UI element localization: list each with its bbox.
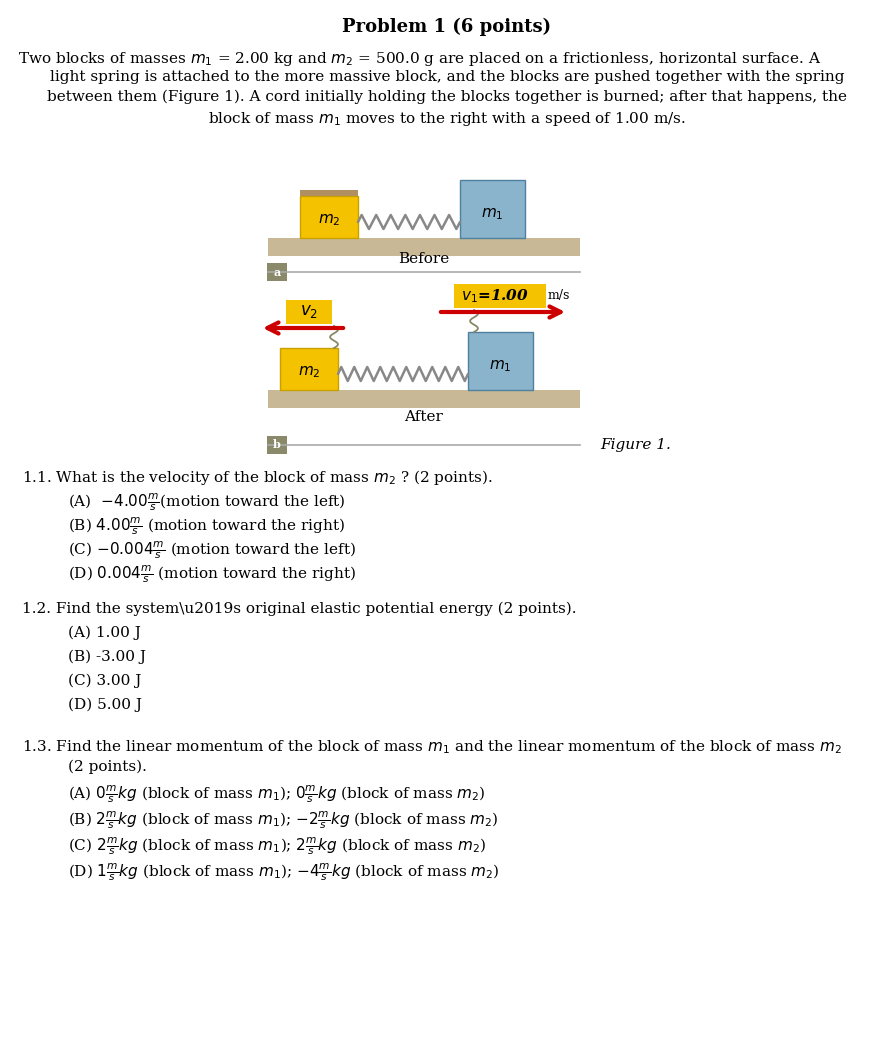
Text: b: b (273, 440, 281, 450)
FancyBboxPatch shape (286, 300, 332, 324)
Text: $v_2$: $v_2$ (300, 303, 318, 320)
FancyBboxPatch shape (267, 263, 287, 281)
Text: (A)  $-4.00\frac{m}{s}$(motion toward the left): (A) $-4.00\frac{m}{s}$(motion toward the… (68, 492, 346, 513)
FancyBboxPatch shape (300, 196, 358, 238)
Text: (D) $0.004\frac{m}{s}$ (motion toward the right): (D) $0.004\frac{m}{s}$ (motion toward th… (68, 564, 356, 585)
Text: Figure 1.: Figure 1. (600, 438, 670, 452)
Text: $m_2$: $m_2$ (298, 365, 320, 379)
Text: $v_1$=1.00: $v_1$=1.00 (461, 287, 529, 305)
Text: between them (Figure 1). A cord initially holding the blocks together is burned;: between them (Figure 1). A cord initiall… (47, 90, 847, 104)
FancyBboxPatch shape (280, 348, 338, 390)
Text: light spring is attached to the more massive block, and the blocks are pushed to: light spring is attached to the more mas… (50, 70, 844, 84)
Text: Two blocks of masses $m_1$ = 2.00 kg and $m_2$ = 500.0 g are placed on a frictio: Two blocks of masses $m_1$ = 2.00 kg and… (18, 50, 822, 68)
FancyBboxPatch shape (454, 284, 546, 308)
Text: Before: Before (399, 252, 450, 266)
Text: 1.2. Find the system\u2019s original elastic potential energy (2 points).: 1.2. Find the system\u2019s original ela… (22, 602, 577, 617)
Text: (D) 5.00 J: (D) 5.00 J (68, 697, 142, 712)
FancyBboxPatch shape (468, 332, 533, 390)
Text: (A) $0\frac{m}{s}kg$ (block of mass $m_1$); $0\frac{m}{s}kg$ (block of mass $m_2: (A) $0\frac{m}{s}kg$ (block of mass $m_1… (68, 784, 485, 806)
Text: (B) $2\frac{m}{s}kg$ (block of mass $m_1$); $-2\frac{m}{s}kg$ (block of mass $m_: (B) $2\frac{m}{s}kg$ (block of mass $m_1… (68, 810, 499, 831)
Text: (C) $2\frac{m}{s}kg$ (block of mass $m_1$); $2\frac{m}{s}kg$ (block of mass $m_2: (C) $2\frac{m}{s}kg$ (block of mass $m_1… (68, 836, 486, 858)
Text: (2 points).: (2 points). (68, 760, 147, 775)
Text: $m_1$: $m_1$ (489, 358, 511, 374)
Text: $m_2$: $m_2$ (317, 212, 341, 228)
Text: (D) $1\frac{m}{s}kg$ (block of mass $m_1$); $-4\frac{m}{s}kg$ (block of mass $m_: (D) $1\frac{m}{s}kg$ (block of mass $m_1… (68, 862, 500, 883)
Text: m/s: m/s (548, 289, 570, 302)
Text: (C) $-0.004\frac{m}{s}$ (motion toward the left): (C) $-0.004\frac{m}{s}$ (motion toward t… (68, 540, 356, 562)
FancyBboxPatch shape (267, 436, 287, 454)
FancyBboxPatch shape (300, 190, 358, 196)
Text: block of mass $m_1$ moves to the right with a speed of 1.00 m/s.: block of mass $m_1$ moves to the right w… (208, 110, 686, 128)
Text: (B) $4.00\frac{m}{s}$ (motion toward the right): (B) $4.00\frac{m}{s}$ (motion toward the… (68, 516, 345, 537)
Text: Problem 1 (6 points): Problem 1 (6 points) (342, 18, 552, 36)
Text: 1.1. What is the velocity of the block of mass $m_2$ ? (2 points).: 1.1. What is the velocity of the block o… (22, 469, 493, 487)
Text: a: a (274, 266, 281, 278)
Text: (B) -3.00 J: (B) -3.00 J (68, 650, 146, 665)
Text: After: After (405, 410, 443, 424)
Text: (C) 3.00 J: (C) 3.00 J (68, 674, 141, 688)
FancyBboxPatch shape (268, 238, 580, 257)
FancyBboxPatch shape (268, 390, 580, 408)
FancyBboxPatch shape (460, 180, 525, 238)
Text: $m_1$: $m_1$ (481, 206, 503, 222)
Text: 1.3. Find the linear momentum of the block of mass $m_1$ and the linear momentum: 1.3. Find the linear momentum of the blo… (22, 738, 842, 756)
Text: (A) 1.00 J: (A) 1.00 J (68, 626, 141, 640)
